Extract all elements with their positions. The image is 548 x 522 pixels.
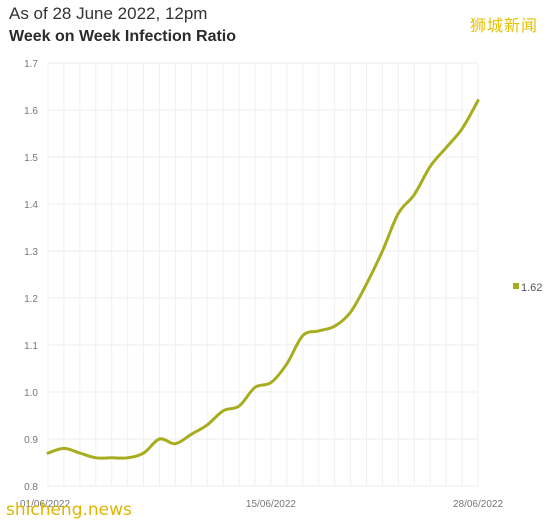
legend-swatch: [513, 283, 519, 289]
chart-subtitle: As of 28 June 2022, 12pm: [9, 4, 208, 23]
chart-title: Week on Week Infection Ratio: [9, 28, 237, 45]
y-tick-label: 1.2: [24, 294, 38, 305]
x-axis-ticks: 01/06/2022 15/06/2022 28/06/2022: [20, 499, 503, 510]
y-tick-label: 1.1: [24, 341, 38, 352]
x-tick-label: 28/06/2022: [453, 499, 503, 510]
x-tick-label: 15/06/2022: [246, 499, 296, 510]
series-line: [46, 99, 480, 460]
y-tick-label: 1.7: [24, 59, 38, 70]
watermark: shicheng.news: [6, 500, 132, 520]
y-tick-label: 1.0: [24, 388, 38, 399]
y-tick-label: 1.6: [24, 106, 38, 117]
x-tick-label: 01/06/2022: [20, 499, 70, 510]
y-tick-label: 1.5: [24, 153, 38, 164]
grid-lines: [47, 62, 479, 487]
legend-value-label: 1.62: [521, 282, 542, 294]
legend: 1.62: [513, 282, 542, 294]
y-tick-label: 1.4: [24, 200, 38, 211]
y-tick-label: 1.3: [24, 247, 38, 258]
brand-logo: 狮城新闻: [469, 16, 538, 35]
y-tick-label: 0.8: [24, 482, 38, 493]
y-tick-label: 0.9: [24, 435, 38, 446]
y-axis-ticks: 0.8 0.9 1.0 1.1 1.2 1.3 1.4 1.5 1.6 1.7: [24, 59, 38, 493]
